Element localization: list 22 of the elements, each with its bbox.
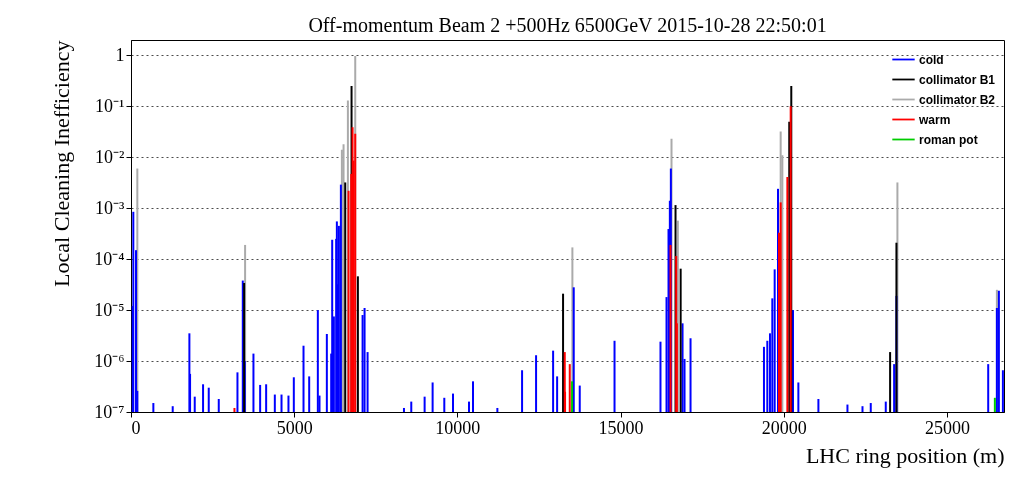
legend-label: collimator B1: [919, 72, 996, 87]
legend-label: warm: [918, 112, 951, 127]
y-tick-label: 10⁻⁷: [94, 401, 125, 422]
y-axis-title: Local Cleaning Inefficiency: [49, 40, 75, 287]
y-tick-label: 1: [115, 44, 125, 65]
y-tick-label: 10⁻²: [95, 146, 125, 167]
y-tick-label: 10⁻³: [95, 197, 126, 218]
y-tick-label: 10⁻⁴: [94, 248, 125, 269]
x-tick-label: 0: [131, 417, 141, 438]
y-tick-label: 10⁻¹: [95, 95, 125, 116]
x-tick-label: 15000: [598, 417, 644, 438]
x-axis-title: LHC ring position (m): [805, 442, 1005, 468]
x-tick-label: 25000: [924, 417, 970, 438]
x-tick-label: 20000: [761, 417, 807, 438]
y-tick-label: 10⁻⁵: [94, 299, 125, 320]
chart-title: Off-momentum Beam 2 +500Hz 6500GeV 2015-10-28 22:50:01: [308, 14, 827, 36]
legend-label: collimator B2: [919, 92, 996, 107]
x-tick-label: 10000: [435, 417, 481, 438]
legend-label: roman pot: [919, 132, 978, 147]
legend-label: cold: [919, 52, 944, 67]
y-tick-label: 10⁻⁶: [94, 350, 125, 371]
x-tick-label: 5000: [276, 417, 313, 438]
